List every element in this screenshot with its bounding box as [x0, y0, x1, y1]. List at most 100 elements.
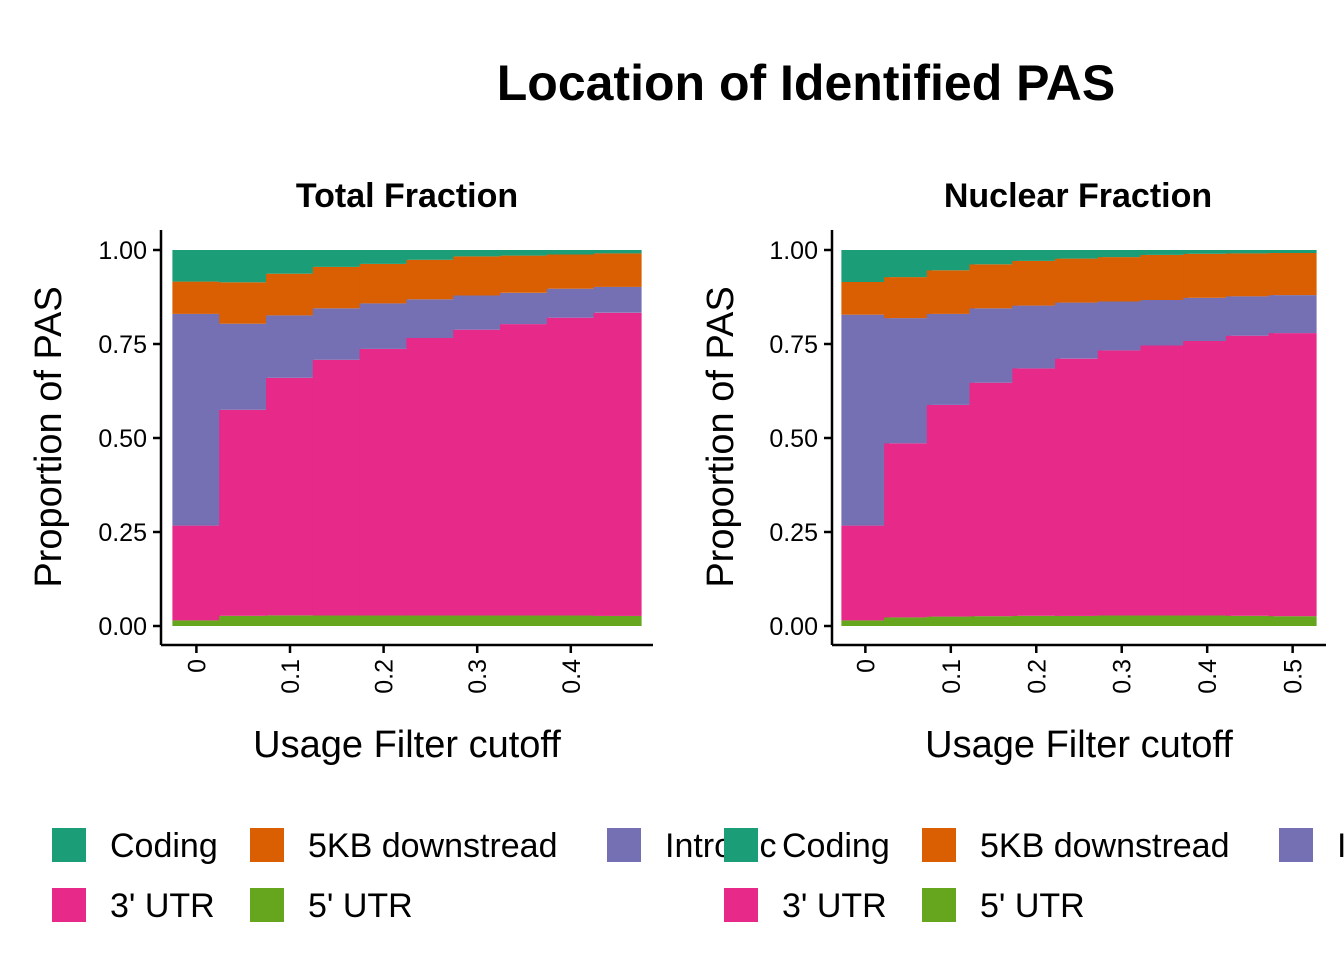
y-axis-total: 0.00 0.25 0.50 0.75 1.00 — [98, 230, 163, 645]
bar-coding-1 — [884, 250, 933, 278]
bar-intronic-2 — [266, 315, 314, 378]
panel-total-fraction: Total Fraction 0.00 0.25 0.50 0.75 1.00 0 0.1… — [28, 177, 653, 766]
bar-coding-7 — [1140, 250, 1189, 255]
bar-coding-6 — [1097, 250, 1146, 258]
bar-5-utr-6 — [1097, 615, 1146, 626]
legend-key-coding — [52, 828, 86, 862]
x-tick-label: 0.1 — [277, 659, 305, 694]
legend-key-5-utr — [922, 888, 956, 922]
bar-3-utr-0 — [172, 525, 221, 621]
y-tick-label: 0.00 — [769, 613, 818, 641]
bar-intronic-1 — [884, 318, 933, 444]
panel-title-nuclear: Nuclear Fraction — [944, 177, 1212, 215]
bar-5kb-downstread-3 — [969, 264, 1018, 309]
y-tick-label: 0.50 — [769, 425, 818, 453]
bar-5kb-downstread-9 — [593, 253, 642, 287]
bar-intronic-6 — [1097, 301, 1146, 351]
bar-3-utr-5 — [1055, 358, 1103, 616]
bar-3-utr-3 — [312, 359, 361, 616]
bar-coding-1 — [219, 250, 268, 283]
legend-label-5-utr: 5' UTR — [308, 887, 413, 925]
bar-coding-5 — [1055, 250, 1103, 259]
bar-3-utr-7 — [500, 324, 548, 616]
bar-coding-4 — [1012, 250, 1061, 261]
bar-intronic-3 — [312, 308, 361, 360]
bar-5kb-downstread-6 — [1097, 257, 1146, 302]
bar-3-utr-5 — [406, 338, 455, 616]
bar-5kb-downstread-7 — [500, 255, 548, 293]
bar-5kb-downstread-8 — [1183, 253, 1232, 298]
bar-5-utr-0 — [841, 620, 890, 626]
legend-key-5kb-downstread — [922, 828, 956, 862]
bar-5kb-downstread-2 — [926, 270, 975, 314]
legend-label-3-utr: 3' UTR — [782, 887, 887, 925]
bar-5kb-downstread-9 — [1225, 253, 1274, 297]
bar-5-utr-7 — [1140, 615, 1189, 626]
bar-5-utr-9 — [593, 615, 642, 626]
bar-5kb-downstread-2 — [266, 273, 314, 316]
bar-3-utr-2 — [266, 377, 314, 616]
bar-3-utr-3 — [969, 382, 1018, 617]
bar-5-utr-8 — [546, 615, 595, 626]
x-tick-label: 0 — [852, 659, 880, 673]
bar-intronic-5 — [1055, 302, 1103, 359]
bar-3-utr-8 — [546, 317, 595, 616]
bar-5kb-downstread-5 — [1055, 258, 1103, 303]
y-tick-label: 1.00 — [769, 237, 818, 265]
legend-label-coding: Coding — [110, 827, 218, 865]
bar-5kb-downstread-1 — [884, 277, 933, 319]
bar-5kb-downstread-7 — [1140, 254, 1189, 300]
bar-coding-4 — [359, 250, 408, 264]
legend-key-coding — [724, 828, 758, 862]
y-axis-nuclear: 0.00 0.25 0.50 0.75 1.00 — [769, 230, 834, 645]
y-tick-label: 0.50 — [98, 425, 147, 453]
bar-intronic-4 — [359, 303, 408, 349]
bar-coding-7 — [500, 250, 548, 256]
bar-5kb-downstread-6 — [453, 256, 502, 296]
panel-title-total: Total Fraction — [296, 177, 518, 215]
bar-5-utr-3 — [969, 616, 1018, 626]
x-axis-nuclear: 0 0.1 0.2 0.3 0.4 0.5 — [832, 643, 1326, 694]
legend-label-intronic: Intronic — [665, 827, 777, 865]
bar-intronic-3 — [969, 308, 1018, 383]
bar-intronic-10 — [1268, 295, 1317, 334]
bar-intronic-8 — [546, 288, 595, 318]
bar-3-utr-6 — [1097, 350, 1146, 616]
bar-intronic-2 — [926, 313, 975, 405]
bar-5-utr-4 — [1012, 615, 1061, 626]
bar-coding-9 — [593, 250, 642, 254]
x-tick-label: 0.4 — [558, 659, 586, 694]
legend-nuclear: Coding 5KB downstread Intronic 3' UTR 5' UTR — [724, 827, 1344, 925]
bar-5kb-downstread-10 — [1268, 253, 1317, 296]
y-tick-label: 0.25 — [98, 519, 147, 547]
x-axis-label-total: Usage Filter cutoff — [253, 724, 561, 766]
bar-coding-6 — [453, 250, 502, 257]
bar-5-utr-8 — [1183, 615, 1232, 626]
bar-intronic-0 — [172, 313, 221, 526]
bar-coding-3 — [969, 250, 1018, 265]
y-tick-label: 0.25 — [769, 519, 818, 547]
bar-5-utr-5 — [1055, 615, 1103, 626]
bar-5kb-downstread-0 — [841, 282, 890, 315]
legend-label-intronic: Intronic — [1337, 827, 1344, 865]
bar-intronic-6 — [453, 295, 502, 330]
legend-key-5-utr — [250, 888, 284, 922]
bar-5kb-downstread-3 — [312, 266, 361, 309]
bars-total — [172, 250, 642, 626]
legend-total: Coding 5KB downstread Intronic 3' UTR 5' UTR — [52, 827, 777, 925]
legend-key-5kb-downstread — [250, 828, 284, 862]
x-axis-total: 0 0.1 0.2 0.3 0.4 — [161, 643, 653, 694]
legend-label-3-utr: 3' UTR — [110, 887, 215, 925]
y-tick-label: 0.75 — [98, 331, 147, 359]
legend-key-3-utr — [724, 888, 758, 922]
x-tick-label: 0.3 — [1109, 659, 1137, 694]
bar-intronic-0 — [841, 314, 890, 526]
bar-5kb-downstread-1 — [219, 282, 268, 324]
bar-coding-3 — [312, 250, 361, 267]
bar-3-utr-0 — [841, 525, 890, 621]
bar-intronic-9 — [1225, 296, 1274, 336]
bar-3-utr-1 — [219, 409, 268, 616]
bar-intronic-5 — [406, 299, 455, 338]
bar-5-utr-4 — [359, 615, 408, 626]
